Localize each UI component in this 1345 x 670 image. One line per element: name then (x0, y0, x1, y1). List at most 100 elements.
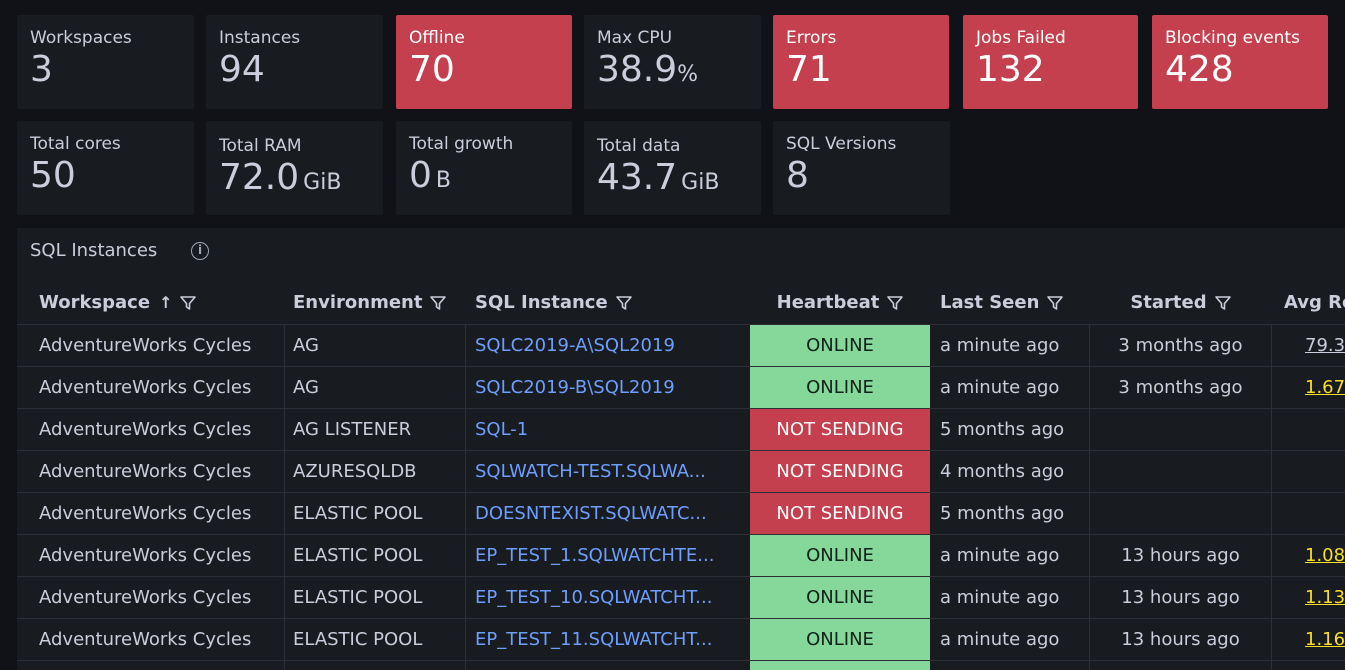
cell-workspace: AdventureWorks Cycles (17, 493, 285, 534)
cell-started (1090, 451, 1272, 492)
filter-icon[interactable] (615, 294, 633, 312)
cell-sql-instance-link[interactable]: SQL-1 (475, 419, 529, 440)
cell-last-seen: a minute ago (930, 577, 1090, 618)
stat-value: 8 (786, 155, 809, 196)
table-row[interactable]: AdventureWorks Cycles AG SQLC2019-B\SQL201… (17, 366, 1345, 408)
stat-unit: B (435, 168, 451, 193)
stat-max-cpu[interactable]: Max CPU 38.9% (584, 15, 761, 109)
cell-environment: AG (285, 367, 466, 408)
cell-sql-instance-link[interactable]: SQLWATCH-TEST.SQLWA... (475, 461, 706, 482)
cell-heartbeat-status: NOT SENDING (750, 451, 930, 492)
filter-icon[interactable] (179, 294, 197, 312)
cell-sql-instance-link[interactable]: DOESNTEXIST.SQLWATC... (475, 503, 707, 524)
stat-value: 428 (1165, 49, 1234, 90)
stat-unit: GiB (303, 170, 342, 195)
cell-last-seen: a minute ago (930, 325, 1090, 366)
stat-blocking-events[interactable]: Blocking events 428 (1152, 15, 1328, 109)
cell-workspace: AdventureWorks Cycles (17, 577, 285, 618)
stat-offline[interactable]: Offline 70 (396, 15, 572, 109)
stat-title: Total cores (30, 134, 121, 154)
cell-heartbeat-status: ONLINE (750, 661, 930, 670)
filter-icon[interactable] (1046, 294, 1064, 312)
table-row[interactable]: AdventureWorks Cycles AZURESQLDB SQLWATCH-… (17, 450, 1345, 492)
table-row[interactable]: AdventureWorks Cycles ELASTIC POOL EP_TEST… (17, 618, 1345, 660)
stat-instances[interactable]: Instances 94 (206, 15, 383, 109)
cell-last-seen: a minute ago (930, 619, 1090, 660)
cell-avg-link[interactable]: 1.08 (1305, 545, 1345, 566)
cell-sql-instance-link[interactable]: EP_TEST_10.SQLWATCHT... (475, 587, 713, 608)
cell-started (1090, 493, 1272, 534)
cell-workspace: AdventureWorks Cycles (17, 451, 285, 492)
table-row[interactable]: AdventureWorks Cycles AG LISTENER SQL-1 NOT… (17, 408, 1345, 450)
panel-title: SQL Instances (30, 240, 158, 261)
cell-heartbeat-status: NOT SENDING (750, 493, 930, 534)
filter-icon[interactable] (1214, 294, 1232, 312)
cell-avg-link[interactable] (1305, 451, 1345, 492)
cell-workspace (17, 661, 285, 670)
cell-environment: AG (285, 325, 466, 366)
stat-total-ram[interactable]: Total RAM 72.0 GiB (206, 121, 383, 215)
cell-environment: ELASTIC POOL (285, 619, 466, 660)
cell-sql-instance-link[interactable]: EP_TEST_1.SQLWATCHTE... (475, 545, 715, 566)
stat-sql-versions[interactable]: SQL Versions 8 (773, 121, 950, 215)
cell-avg-link[interactable]: 1.13 (1305, 587, 1345, 608)
column-header-last-seen[interactable]: Last Seen (940, 282, 1100, 324)
stat-total-data[interactable]: Total data 43.7 GiB (584, 121, 761, 215)
cell-sql-instance-link[interactable] (475, 661, 749, 670)
filter-icon[interactable] (886, 294, 904, 312)
stat-title: Max CPU (597, 28, 673, 48)
cell-started (1090, 661, 1272, 670)
table-row[interactable]: AdventureWorks Cycles AG SQLC2019-A\SQL201… (17, 324, 1345, 366)
cell-avg-link[interactable] (1305, 409, 1345, 450)
stat-value: 72.0 GiB (219, 157, 342, 198)
column-header-heartbeat[interactable]: Heartbeat (750, 282, 931, 324)
table-row[interactable]: AdventureWorks Cycles ELASTIC POOL DOESNTE… (17, 492, 1345, 534)
cell-avg-link[interactable] (1305, 661, 1345, 670)
column-header-avg[interactable]: Avg Re (1284, 282, 1345, 324)
stat-title: Total growth (409, 134, 514, 154)
cell-avg-link[interactable]: 1.16 (1305, 629, 1345, 650)
cell-sql-instance-link[interactable]: SQLC2019-A\SQL2019 (475, 335, 675, 356)
cell-last-seen (930, 661, 1090, 670)
info-circle-icon[interactable]: i (191, 242, 209, 260)
cell-last-seen: 4 months ago (930, 451, 1090, 492)
sql-instances-panel: SQL Instances i Workspace ↑ Environment … (17, 228, 1345, 670)
cell-started: 13 hours ago (1090, 619, 1272, 660)
column-header-sql-instance[interactable]: SQL Instance (475, 282, 745, 324)
cell-sql-instance-link[interactable]: SQLC2019-B\SQL2019 (475, 377, 675, 398)
stat-unit: GiB (681, 170, 720, 195)
cell-heartbeat-status: ONLINE (750, 619, 930, 660)
column-header-label: Avg Re (1284, 292, 1345, 313)
cell-avg-link[interactable]: 1.67 (1305, 377, 1345, 398)
column-header-started[interactable]: Started (1091, 282, 1271, 324)
stat-jobs-failed[interactable]: Jobs Failed 132 (963, 15, 1138, 109)
cell-avg-link[interactable]: 79.3 (1305, 335, 1345, 356)
filter-icon[interactable] (429, 294, 447, 312)
stat-errors[interactable]: Errors 71 (773, 15, 949, 109)
table-row[interactable]: ONLINE (17, 660, 1345, 670)
table-row[interactable]: AdventureWorks Cycles ELASTIC POOL EP_TEST… (17, 576, 1345, 618)
stat-title: Blocking events (1165, 28, 1300, 48)
stat-value: 43.7 GiB (597, 157, 720, 198)
stat-title: Instances (219, 28, 301, 48)
column-header-workspace[interactable]: Workspace ↑ (39, 282, 289, 324)
sort-ascending-icon[interactable]: ↑ (159, 293, 173, 312)
column-header-label: Workspace (39, 292, 151, 313)
cell-avg-link[interactable] (1305, 493, 1345, 534)
cell-sql-instance-link[interactable]: EP_TEST_11.SQLWATCHT... (475, 629, 713, 650)
cell-heartbeat-status: ONLINE (750, 367, 930, 408)
stat-total-cores[interactable]: Total cores 50 (17, 121, 194, 215)
cell-started: 3 months ago (1090, 325, 1272, 366)
cell-heartbeat-status: ONLINE (750, 325, 930, 366)
stat-unit: % (677, 62, 699, 87)
column-header-label: Heartbeat (776, 292, 880, 313)
stat-workspaces[interactable]: Workspaces 3 (17, 15, 194, 109)
cell-environment (285, 661, 466, 670)
column-header-environment[interactable]: Environment (293, 282, 473, 324)
cell-workspace: AdventureWorks Cycles (17, 619, 285, 660)
table-row[interactable]: AdventureWorks Cycles ELASTIC POOL EP_TEST… (17, 534, 1345, 576)
cell-last-seen: a minute ago (930, 367, 1090, 408)
stat-value: 94 (219, 49, 265, 90)
